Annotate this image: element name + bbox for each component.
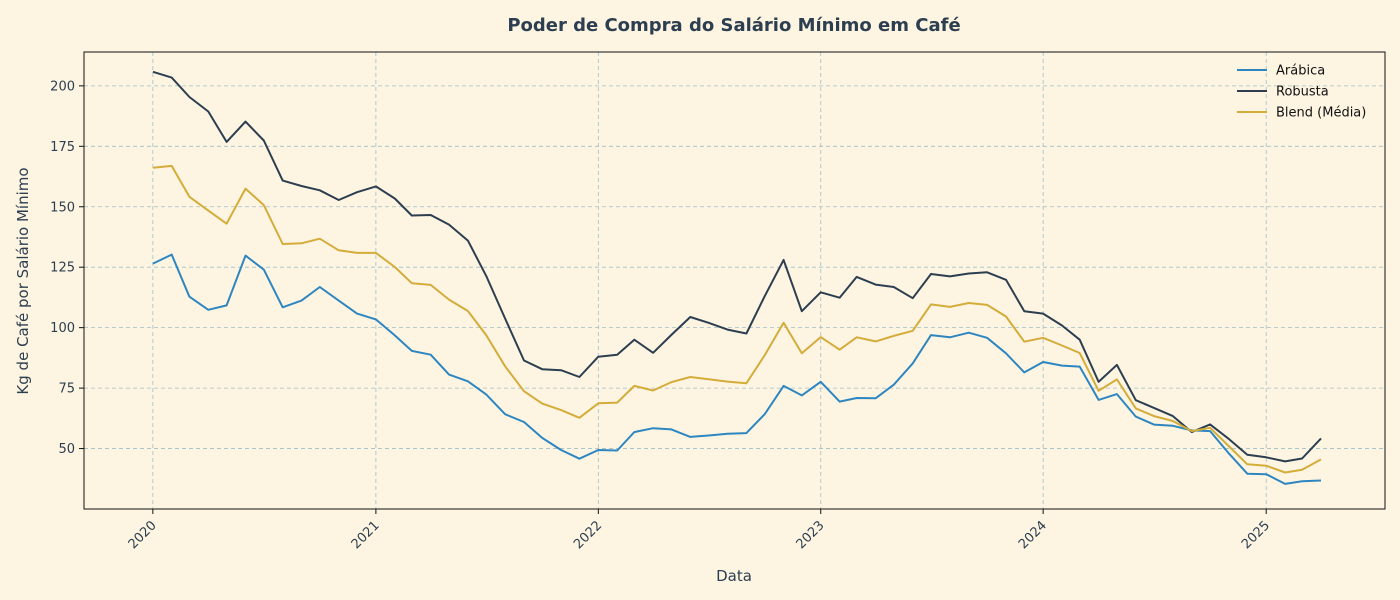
- series-line-2: [152, 164, 1322, 474]
- y-tick-label-175: 175: [50, 140, 75, 155]
- chart-title: Poder de Compra do Salário Mínimo em Caf…: [507, 15, 960, 36]
- y-tick-label-125: 125: [50, 261, 75, 276]
- y-tick-label-150: 150: [50, 200, 75, 215]
- y-tick-label-200: 200: [50, 79, 75, 94]
- y-tick-label-75: 75: [58, 382, 75, 397]
- legend-label-1: Robusta: [1276, 85, 1329, 100]
- y-axis: 50 75 100 125 150 175 200: [50, 79, 84, 457]
- series-line-0: [152, 253, 1322, 485]
- series-line-1: [152, 70, 1322, 463]
- grid: [84, 52, 1385, 509]
- y-tick-label-50: 50: [58, 442, 75, 457]
- y-tick-label-100: 100: [50, 321, 75, 336]
- legend-label-2: Blend (Média): [1276, 106, 1366, 121]
- plot-frame: [83, 51, 1386, 510]
- x-axis-label: Data: [716, 567, 752, 585]
- legend-label-0: Arábica: [1276, 64, 1325, 79]
- y-axis-label: Kg de Café por Salário Mínimo: [14, 167, 32, 394]
- legend: Arábica Robusta Blend (Média): [1237, 64, 1366, 121]
- series-layer: [152, 70, 1322, 485]
